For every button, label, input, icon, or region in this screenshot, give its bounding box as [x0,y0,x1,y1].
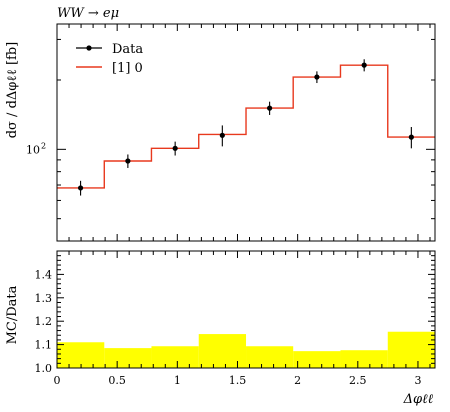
data-point [314,74,320,80]
x-tick-label: 1.5 [229,374,247,387]
x-tick-label: 1 [174,374,181,387]
x-tick-label: 2.5 [349,374,367,387]
ratio-band-bin [57,342,105,368]
data-point [77,185,84,191]
ratio-band-bin [340,350,388,368]
data-point [172,145,178,151]
main-y-tick-exponent: 2 [41,141,46,150]
ratio-y-tick-label: 1.0 [35,362,53,375]
data-point [267,105,273,111]
main-plot-frame [56,23,436,242]
ratio-band-bin [104,348,152,368]
mc-step-line [57,64,435,189]
data-point [408,134,414,140]
x-tick-label: 2 [294,374,301,387]
x-tick-label: 0.5 [108,374,126,387]
main-y-tick-label: 10 [26,143,40,156]
data-point [361,62,367,68]
ratio-band-bin [293,351,341,368]
x-tick-label: 0 [54,374,61,387]
data-point [125,158,131,164]
ratio-y-tick-label: 1.2 [35,315,53,328]
main-y-axis-label: dσ / dΔφℓℓ [fb] [5,42,20,139]
ratio-y-tick-label: 1.1 [35,339,53,352]
ratio-band-bin [387,331,435,368]
x-tick-label: 3 [414,374,421,387]
ratio-band-bin [246,346,294,368]
ratio-y-axis-label: MC/Data [5,285,20,344]
ratio-band-bin [151,346,199,368]
ratio-y-tick-label: 1.3 [35,292,53,305]
legend-data-marker [86,45,92,51]
data-point [219,132,225,138]
main-title: WW → eμ [57,6,119,21]
ratio-y-tick-label: 1.4 [35,268,53,281]
ratio-plot-frame [56,250,436,369]
legend-entry-mc: [1] 0 [112,61,143,76]
x-axis-label: Δφℓℓ [403,392,434,407]
legend: Data [1] 0 [76,42,143,76]
legend-entry-data: Data [112,42,143,57]
ratio-band-bin [198,334,247,368]
